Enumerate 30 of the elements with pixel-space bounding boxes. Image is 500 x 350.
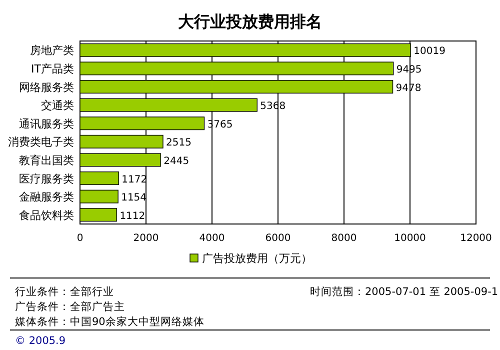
y-tick-label: 金融服务类: [19, 190, 74, 204]
y-tick-label: 交通类: [41, 99, 74, 112]
y-tick-label: 房地产类: [30, 44, 74, 58]
legend-label: 广告投放费用（万元）: [202, 252, 312, 265]
data-label: 2515: [166, 138, 192, 149]
y-tick-label: 通讯服务类: [19, 117, 74, 130]
y-tick-label: 教育出国类: [19, 154, 74, 167]
x-tick-label: 6000: [265, 233, 291, 244]
data-label: 2445: [164, 156, 190, 167]
x-tick-label: 0: [76, 233, 84, 244]
y-tick-label: 食品饮料类: [19, 208, 74, 222]
y-tick-label: 消费类电子类: [8, 136, 74, 149]
data-label: 1154: [121, 192, 147, 204]
x-tick-label: 12000: [460, 233, 492, 244]
x-tick-label: 2000: [133, 233, 159, 244]
y-tick-label: 网络服务类: [19, 80, 74, 94]
text: 媒体条件：中国90余家大中型网络媒体: [15, 315, 204, 328]
data-label: 1112: [120, 210, 146, 222]
y-tick-label: IT产品类: [31, 62, 74, 76]
x-tick-label: 10000: [394, 233, 426, 244]
x-tick-label: 4000: [199, 233, 225, 244]
data-label: 1172: [122, 174, 148, 186]
text: 行业条件：全部行业: [15, 285, 114, 298]
text: © 2005.9: [15, 335, 66, 347]
x-tick-label: 8000: [331, 233, 357, 244]
data-label: 10019: [414, 46, 446, 58]
text: 广告条件：全部广告主: [15, 300, 125, 313]
chart-title: 大行业投放费用排名: [178, 12, 322, 31]
text: 时间范围：2005-07-01 至 2005-09-1: [310, 285, 498, 298]
y-tick-label: 医疗服务类: [19, 172, 74, 186]
